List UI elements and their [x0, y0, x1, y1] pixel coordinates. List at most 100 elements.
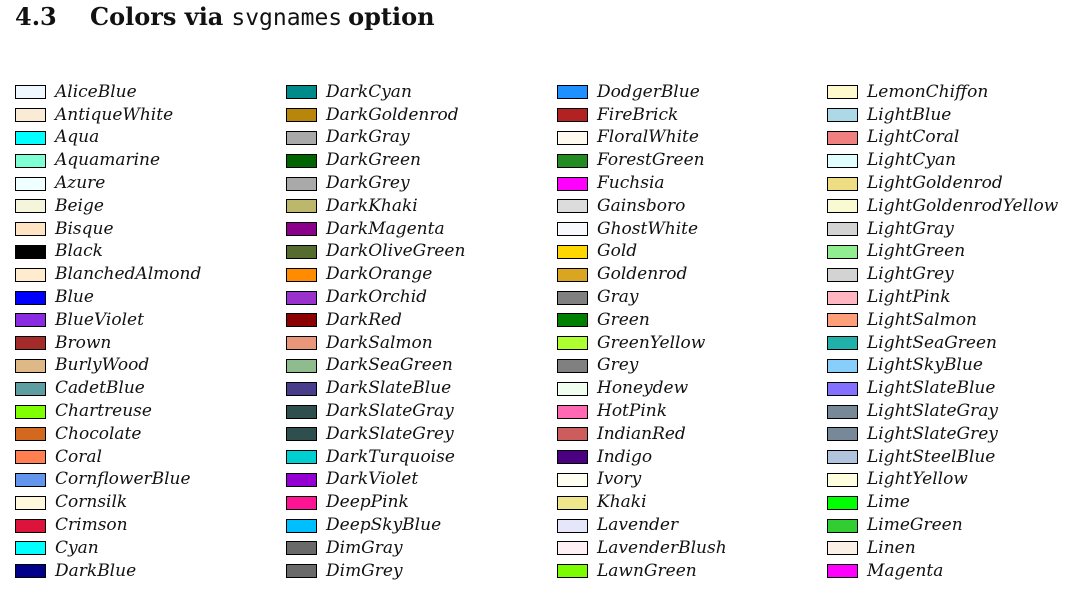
color-entry: LightSlateGray	[827, 400, 1058, 423]
color-entry: DarkSlateBlue	[286, 377, 465, 400]
color-swatch	[827, 290, 858, 305]
color-entry: DarkOliveGreen	[286, 241, 465, 264]
color-name: Bisque	[55, 218, 114, 239]
color-swatch	[557, 222, 588, 237]
color-swatch	[15, 199, 46, 214]
color-name: LightYellow	[867, 469, 968, 490]
color-name: LightSkyBlue	[867, 355, 983, 376]
color-swatch	[827, 313, 858, 328]
color-swatch	[286, 358, 317, 373]
color-name: DarkGrey	[326, 173, 410, 194]
color-swatch	[827, 222, 858, 237]
color-entry: Fuchsia	[557, 172, 727, 195]
color-name: DarkGreen	[326, 150, 421, 171]
color-swatch	[827, 108, 858, 123]
color-name: Aquamarine	[55, 150, 161, 171]
color-swatch	[286, 541, 317, 556]
color-swatch	[15, 358, 46, 373]
color-name: LightGrey	[867, 264, 954, 285]
color-entry: Cyan	[15, 537, 201, 560]
color-name: HotPink	[597, 401, 668, 422]
color-name: LawnGreen	[597, 560, 697, 581]
color-swatch	[557, 130, 588, 145]
color-swatch	[827, 450, 858, 465]
color-swatch	[827, 244, 858, 259]
color-name: LightGreen	[867, 241, 966, 262]
color-swatch	[827, 518, 858, 533]
color-entry: Magenta	[827, 560, 1058, 583]
color-name: LightGoldenrodYellow	[867, 195, 1059, 216]
color-entry: DarkViolet	[286, 469, 465, 492]
color-name: AntiqueWhite	[55, 104, 174, 125]
color-swatch	[557, 427, 588, 442]
color-entry: LightPink	[827, 286, 1058, 309]
color-name: Azure	[55, 173, 106, 194]
color-entry: LightCyan	[827, 149, 1058, 172]
color-swatch	[15, 495, 46, 510]
color-swatch	[15, 153, 46, 168]
color-swatch	[15, 108, 46, 123]
color-swatch	[15, 564, 46, 579]
color-entry: DarkGreen	[286, 149, 465, 172]
color-entry: LightSlateGrey	[827, 423, 1058, 446]
color-entry: Crimson	[15, 514, 201, 537]
color-entry: Beige	[15, 195, 201, 218]
color-name: LightCoral	[867, 127, 960, 148]
color-swatch	[827, 404, 858, 419]
color-name: DarkViolet	[326, 469, 419, 490]
color-name: LightBlue	[867, 104, 952, 125]
color-name: Indigo	[597, 446, 653, 467]
color-entry: GreenYellow	[557, 332, 727, 355]
color-entry: DimGrey	[286, 560, 465, 583]
color-entry: DarkSlateGray	[286, 400, 465, 423]
color-entry: Gray	[557, 286, 727, 309]
color-name: Aqua	[55, 127, 100, 148]
color-entry: DarkKhaki	[286, 195, 465, 218]
color-swatch	[15, 130, 46, 145]
color-name: DarkTurquoise	[326, 446, 455, 467]
color-swatch	[557, 176, 588, 191]
color-swatch	[827, 472, 858, 487]
color-name: CornflowerBlue	[55, 469, 191, 490]
color-entry: Ivory	[557, 469, 727, 492]
color-swatch	[286, 130, 317, 145]
color-swatch	[15, 176, 46, 191]
color-entry: DarkBlue	[15, 560, 201, 583]
color-swatch	[827, 199, 858, 214]
color-entry: LimeGreen	[827, 514, 1058, 537]
color-swatch	[827, 381, 858, 396]
color-name: Green	[597, 309, 650, 330]
color-swatch	[286, 108, 317, 123]
color-name: Coral	[55, 446, 102, 467]
color-name: Magenta	[867, 560, 944, 581]
color-entry: CadetBlue	[15, 377, 201, 400]
color-entry: LightSkyBlue	[827, 355, 1058, 378]
color-entry: LightSlateBlue	[827, 377, 1058, 400]
color-entry: DarkGrey	[286, 172, 465, 195]
color-entry: LightGray	[827, 218, 1058, 241]
color-name: BlueViolet	[55, 309, 144, 330]
color-entry: Cornsilk	[15, 491, 201, 514]
color-entry: DarkCyan	[286, 81, 465, 104]
color-swatch	[286, 518, 317, 533]
color-swatch	[557, 358, 588, 373]
color-name: Chartreuse	[55, 401, 152, 422]
color-name: DimGray	[326, 537, 403, 558]
color-entry: Chocolate	[15, 423, 201, 446]
color-swatch	[15, 427, 46, 442]
color-swatch	[15, 85, 46, 100]
color-entry: Lavender	[557, 514, 727, 537]
color-name: DarkSlateGrey	[326, 423, 454, 444]
color-name: DarkOrchid	[326, 287, 428, 308]
color-name: DarkGray	[326, 127, 410, 148]
color-column-2: DarkCyan DarkGoldenrod DarkGray DarkGreen Da…	[286, 81, 465, 583]
section-title-text-end: option	[348, 2, 435, 31]
color-name: Crimson	[55, 515, 128, 536]
color-swatch	[557, 450, 588, 465]
color-entry: DodgerBlue	[557, 81, 727, 104]
color-entry: AntiqueWhite	[15, 104, 201, 127]
color-swatch	[827, 176, 858, 191]
color-swatch	[557, 267, 588, 282]
color-name: DarkSlateGray	[326, 401, 454, 422]
color-name: LightGray	[867, 218, 954, 239]
